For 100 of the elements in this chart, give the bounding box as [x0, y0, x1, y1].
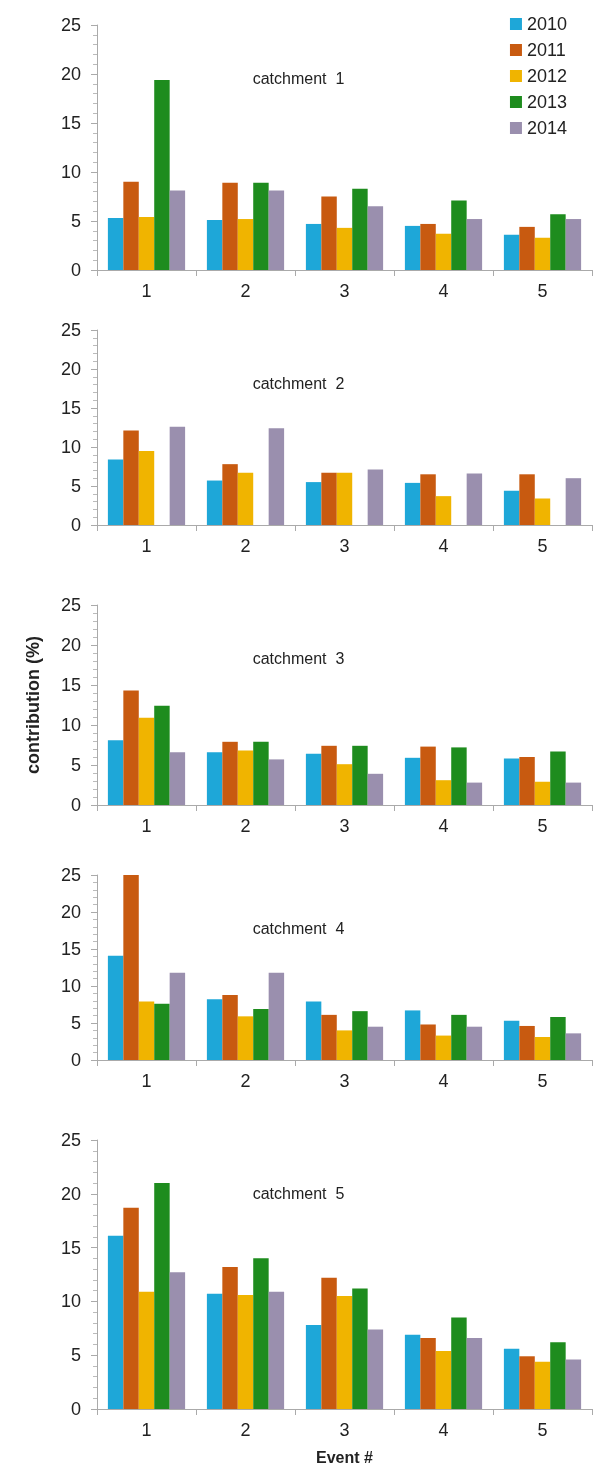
bar [367, 1026, 384, 1060]
bar [253, 182, 269, 270]
bar [565, 782, 582, 805]
bar [534, 498, 551, 525]
bar [451, 1317, 467, 1409]
bar [435, 233, 452, 270]
bar [206, 999, 223, 1060]
bar [169, 426, 186, 525]
x-tick-label: 3 [339, 1071, 350, 1091]
y-tick-label: 20 [60, 64, 81, 84]
y-tick-label: 0 [70, 1050, 81, 1070]
bar [138, 450, 155, 525]
bar [503, 1348, 520, 1409]
x-tick-label: 1 [141, 281, 152, 301]
x-tick-label: 2 [240, 1420, 251, 1440]
bar [534, 1037, 551, 1060]
x-tick-label: 5 [537, 1071, 548, 1091]
x-tick-label: 4 [438, 1071, 449, 1091]
bar [321, 196, 337, 270]
bar [154, 1183, 170, 1409]
bar [305, 1325, 322, 1409]
bar [565, 219, 582, 270]
bar [367, 206, 384, 270]
bar [451, 747, 467, 805]
y-tick-label: 15 [60, 675, 81, 695]
bar [466, 1337, 483, 1409]
y-tick-label: 25 [60, 595, 81, 615]
y-tick-label: 20 [60, 359, 81, 379]
bar [237, 750, 254, 805]
bar [466, 782, 483, 805]
bar [222, 994, 238, 1060]
bar [519, 1025, 535, 1060]
y-tick-label: 15 [60, 939, 81, 959]
y-tick-label: 5 [70, 755, 81, 775]
bar [123, 181, 139, 270]
bar [206, 1293, 223, 1409]
bar [367, 1329, 384, 1409]
bar [565, 1033, 582, 1060]
text: catchment 1 [252, 69, 345, 87]
bar [352, 1011, 368, 1060]
x-tick-label: 5 [537, 816, 548, 836]
bar [519, 1356, 535, 1409]
bar [336, 1296, 353, 1409]
bar [206, 220, 223, 270]
bar [138, 1291, 155, 1409]
bar [321, 1277, 337, 1409]
bar [154, 1003, 170, 1060]
y-tick-label: 20 [60, 902, 81, 922]
bar [305, 223, 322, 270]
bar [503, 758, 520, 805]
bar [435, 496, 452, 525]
bar [237, 1294, 254, 1409]
bar [268, 759, 285, 805]
bar [206, 752, 223, 805]
bar [519, 226, 535, 270]
bar [550, 214, 566, 270]
bar [237, 219, 254, 270]
y-tick-label: 0 [70, 515, 81, 535]
bar [420, 1024, 436, 1060]
bar [534, 781, 551, 805]
bar [466, 219, 483, 270]
y-tick-label: 10 [60, 437, 81, 457]
bar [222, 182, 238, 270]
bar [336, 472, 353, 525]
bar [435, 1350, 452, 1409]
x-tick-label: 5 [537, 281, 548, 301]
y-tick-label: 25 [60, 865, 81, 885]
x-tick-label: 5 [537, 536, 548, 556]
bar [138, 217, 155, 270]
bar [305, 1001, 322, 1060]
x-tick-label: 3 [339, 1420, 350, 1440]
bar [253, 1008, 269, 1060]
x-tick-label: 2 [240, 816, 251, 836]
bar [367, 773, 384, 805]
bar [268, 190, 285, 270]
x-tick-label: 4 [438, 281, 449, 301]
text: catchment 3 [252, 649, 345, 667]
y-tick-label: 10 [60, 715, 81, 735]
bar [420, 746, 436, 805]
bar [451, 1014, 467, 1060]
x-tick-label: 2 [240, 281, 251, 301]
bar [534, 1361, 551, 1409]
y-tick-label: 25 [60, 1130, 81, 1150]
x-tick-label: 4 [438, 816, 449, 836]
bar [123, 430, 139, 525]
text: catchment 5 [252, 1184, 345, 1202]
y-tick-label: 5 [70, 1345, 81, 1366]
bar [420, 1337, 436, 1409]
legend-label: 2013 [526, 92, 567, 112]
bar [123, 690, 139, 805]
bar [321, 745, 337, 805]
bar [503, 1020, 520, 1060]
bar [107, 740, 124, 805]
bar [466, 473, 483, 525]
bar [123, 875, 139, 1060]
y-axis-title: contribution (%) [23, 636, 43, 774]
bar [336, 764, 353, 805]
bar [107, 1235, 124, 1409]
bar [503, 234, 520, 270]
y-tick-label: 0 [70, 1399, 81, 1419]
